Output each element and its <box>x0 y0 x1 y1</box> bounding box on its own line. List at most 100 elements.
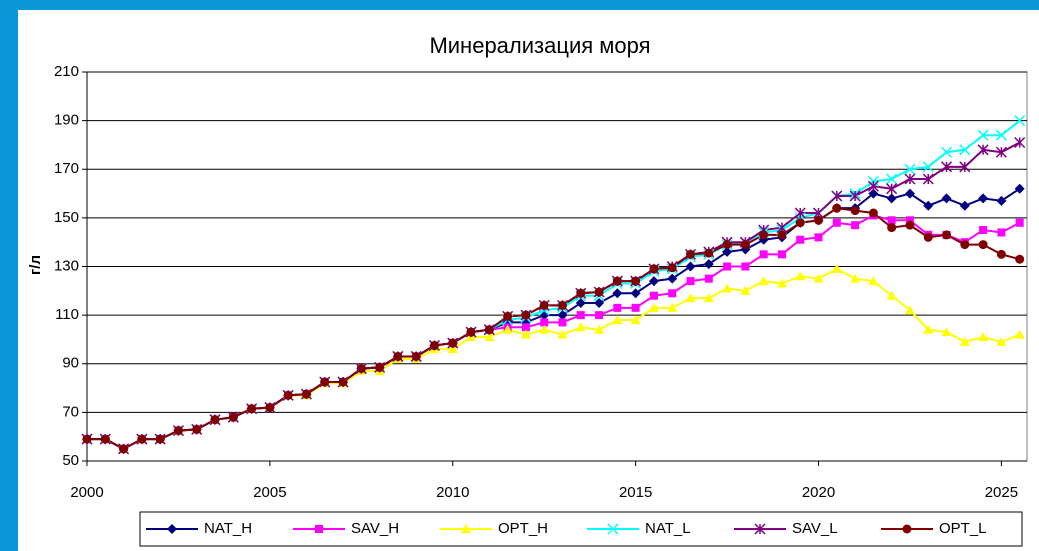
data-point <box>704 248 714 258</box>
x-tick-label: 2000 <box>70 484 103 501</box>
y-tick-label: 130 <box>54 257 79 274</box>
data-point <box>978 332 989 342</box>
data-point <box>100 434 110 444</box>
data-point <box>814 215 824 225</box>
data-point <box>904 163 916 175</box>
data-point <box>1014 136 1026 149</box>
data-point <box>722 283 733 293</box>
data-point <box>722 246 733 257</box>
y-tick-label: 190 <box>54 112 79 129</box>
data-point <box>594 297 605 308</box>
data-point <box>1015 218 1024 227</box>
data-point <box>594 287 604 297</box>
data-point <box>995 146 1007 158</box>
data-point <box>849 190 861 202</box>
data-point <box>995 129 1007 141</box>
data-point <box>723 262 732 271</box>
data-point <box>704 274 713 283</box>
data-point <box>557 300 567 310</box>
data-point <box>575 297 586 308</box>
legend-marker <box>902 524 912 534</box>
y-tick-label: 50 <box>62 452 79 469</box>
legend-label: SAV_H <box>351 520 399 537</box>
data-point <box>832 218 841 227</box>
series-line <box>87 207 1020 450</box>
data-point <box>922 173 934 185</box>
data-point <box>923 324 934 334</box>
data-point <box>502 324 513 334</box>
data-point <box>649 264 659 274</box>
data-point <box>575 322 586 332</box>
data-point <box>904 305 915 315</box>
data-point <box>521 310 531 320</box>
data-point <box>942 230 952 240</box>
data-point <box>740 240 750 250</box>
data-point <box>960 240 970 250</box>
data-point <box>631 303 640 312</box>
legend-marker <box>315 525 323 533</box>
data-point <box>595 311 604 320</box>
data-point <box>594 324 605 334</box>
data-point <box>796 235 805 244</box>
data-point <box>228 412 238 422</box>
data-point <box>703 259 714 270</box>
data-point <box>904 173 916 185</box>
data-point <box>868 208 878 218</box>
data-point <box>831 263 842 273</box>
data-point <box>540 318 549 327</box>
data-point <box>777 250 786 259</box>
data-point <box>922 161 934 173</box>
data-point <box>1015 254 1025 264</box>
data-point <box>448 338 458 348</box>
data-point <box>978 193 989 204</box>
data-point <box>82 434 92 444</box>
data-point <box>667 302 678 312</box>
x-tick-label: 2015 <box>619 484 652 501</box>
data-point <box>758 276 769 286</box>
legend-label: NAT_L <box>645 520 691 537</box>
data-point <box>941 161 953 173</box>
data-point <box>648 302 659 312</box>
data-point <box>411 351 421 361</box>
data-point <box>667 273 678 284</box>
data-point <box>1014 329 1025 339</box>
data-point <box>941 327 952 337</box>
data-point <box>759 230 769 240</box>
data-point <box>667 263 677 273</box>
data-point <box>777 230 787 240</box>
legend-label: OPT_H <box>498 520 548 537</box>
data-point <box>685 293 696 303</box>
data-point <box>905 220 915 230</box>
data-point <box>283 390 293 400</box>
y-tick-label: 210 <box>54 63 79 80</box>
data-point <box>1014 115 1026 127</box>
data-point <box>741 262 750 271</box>
data-point <box>722 240 732 250</box>
legend-marker <box>607 523 619 535</box>
data-point <box>612 314 623 324</box>
data-point <box>265 403 275 413</box>
y-axis-label: г/л <box>27 255 44 275</box>
data-point <box>557 310 568 321</box>
x-tick-label: 2025 <box>985 484 1018 501</box>
data-point <box>759 250 768 259</box>
data-point <box>886 173 898 185</box>
x-tick-label: 2005 <box>253 484 286 501</box>
data-point <box>887 216 896 225</box>
data-point <box>539 324 550 334</box>
data-point <box>977 144 989 156</box>
data-point <box>1014 183 1025 194</box>
data-point <box>576 288 586 298</box>
data-point <box>850 273 861 283</box>
data-point <box>941 193 952 204</box>
data-point <box>686 249 696 259</box>
data-point <box>320 377 330 387</box>
data-point <box>301 389 311 399</box>
data-point <box>447 344 458 354</box>
data-point <box>210 415 220 425</box>
data-point <box>905 216 914 225</box>
legend <box>139 511 1023 547</box>
data-point <box>520 329 531 339</box>
data-point <box>685 261 696 272</box>
